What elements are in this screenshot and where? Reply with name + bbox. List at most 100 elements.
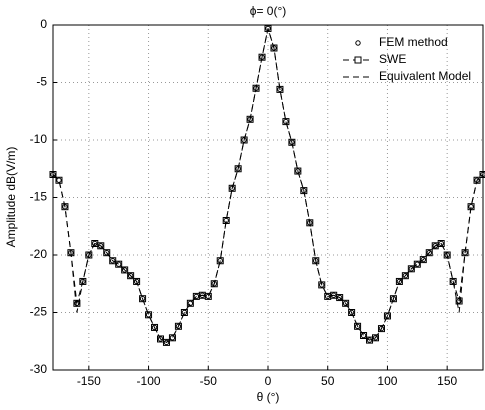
swe-point bbox=[139, 295, 147, 303]
fem-point bbox=[139, 296, 146, 302]
chart-title: ϕ= 0(°) bbox=[250, 4, 287, 18]
fem-point bbox=[432, 243, 438, 249]
swe-point bbox=[312, 257, 320, 265]
x-tick-label: -100 bbox=[137, 374, 161, 388]
fem-point bbox=[229, 185, 235, 192]
fem-point bbox=[384, 313, 391, 319]
fem-point bbox=[295, 168, 301, 174]
swe-point bbox=[162, 338, 170, 346]
fem-point bbox=[50, 171, 56, 178]
fem-point bbox=[420, 256, 426, 263]
swe-point bbox=[73, 299, 81, 307]
x-tick-label: -150 bbox=[77, 374, 101, 388]
x-tick-label: 50 bbox=[321, 374, 335, 388]
fem-point bbox=[121, 267, 128, 273]
swe-point bbox=[103, 249, 111, 257]
swe-point bbox=[85, 251, 93, 259]
swe-point bbox=[55, 176, 63, 184]
fem-point bbox=[169, 335, 176, 341]
fem-point bbox=[396, 278, 403, 285]
fem-point bbox=[480, 171, 485, 178]
swe-point bbox=[443, 251, 451, 259]
swe-point bbox=[318, 281, 326, 289]
fem-point bbox=[133, 278, 140, 285]
x-tick-label: 0 bbox=[265, 374, 272, 388]
swe-point bbox=[115, 260, 123, 268]
fem-point bbox=[372, 335, 379, 341]
swe-point bbox=[455, 297, 463, 305]
y-tick-label: -20 bbox=[30, 247, 48, 261]
swe-point bbox=[383, 312, 391, 320]
fem-point bbox=[319, 282, 325, 288]
fem-point bbox=[104, 250, 110, 256]
fem-point bbox=[98, 243, 104, 249]
fem-point bbox=[414, 261, 421, 267]
y-tick-label: -10 bbox=[30, 132, 48, 146]
swe-point bbox=[413, 260, 421, 268]
fem-point bbox=[157, 336, 164, 342]
legend-label: Equivalent Model bbox=[379, 69, 471, 83]
fem-point bbox=[366, 337, 373, 343]
swe-point bbox=[127, 272, 135, 280]
swe-point bbox=[437, 240, 445, 247]
fem-point bbox=[438, 240, 444, 247]
swe-point bbox=[49, 171, 57, 178]
fem-point bbox=[211, 281, 217, 287]
y-tick-label: -30 bbox=[30, 362, 48, 376]
legend-label: FEM method bbox=[379, 35, 448, 49]
swe-point bbox=[336, 294, 344, 302]
fem-point bbox=[408, 266, 415, 272]
swe-point bbox=[186, 299, 194, 307]
fem-point bbox=[193, 293, 200, 300]
fem-point bbox=[241, 137, 247, 143]
swe-point bbox=[282, 118, 290, 126]
fem-point bbox=[348, 309, 355, 316]
swe-point bbox=[389, 295, 397, 303]
swe-point bbox=[294, 167, 302, 175]
swe-point bbox=[342, 299, 350, 307]
fem-point bbox=[145, 312, 152, 318]
swe-point bbox=[401, 272, 409, 280]
legend-label: SWE bbox=[379, 52, 406, 66]
swe-point bbox=[407, 265, 415, 273]
fem-point bbox=[360, 332, 367, 339]
y-tick-label: -15 bbox=[30, 190, 48, 204]
swe-point bbox=[252, 84, 260, 92]
fem-point bbox=[115, 261, 122, 267]
fem-point bbox=[342, 300, 349, 306]
swe-point bbox=[228, 184, 236, 192]
legend-marker bbox=[354, 56, 362, 64]
series-line bbox=[52, 28, 484, 344]
fem-point bbox=[181, 309, 188, 316]
swe-point bbox=[97, 242, 105, 250]
swe-point bbox=[234, 165, 242, 173]
swe-point bbox=[288, 138, 296, 146]
legend-marker bbox=[355, 40, 361, 46]
swe-point bbox=[473, 176, 481, 184]
y-tick-label: -25 bbox=[30, 305, 48, 319]
x-tick-label: -50 bbox=[200, 374, 218, 388]
swe-point bbox=[377, 325, 385, 333]
fem-point bbox=[390, 296, 397, 302]
swe-point bbox=[168, 334, 176, 342]
swe-point bbox=[204, 292, 212, 300]
swe-point bbox=[360, 332, 368, 339]
y-axis-label: Amplitude dB(V/m) bbox=[4, 147, 18, 248]
fem-point bbox=[163, 339, 170, 346]
swe-point bbox=[61, 203, 69, 211]
fem-point bbox=[336, 294, 343, 301]
fem-point bbox=[187, 300, 194, 306]
fem-point bbox=[92, 240, 98, 247]
fem-point bbox=[402, 273, 409, 279]
y-tick-label: -5 bbox=[36, 75, 47, 89]
swe-point bbox=[395, 277, 403, 285]
x-axis-label: θ (°) bbox=[257, 390, 280, 404]
swe-point bbox=[372, 334, 379, 342]
swe-point bbox=[174, 322, 182, 330]
swe-point bbox=[121, 266, 129, 274]
swe-point bbox=[419, 256, 427, 264]
fem-point bbox=[354, 323, 361, 329]
swe-point bbox=[79, 277, 87, 285]
swe-point bbox=[479, 171, 485, 178]
